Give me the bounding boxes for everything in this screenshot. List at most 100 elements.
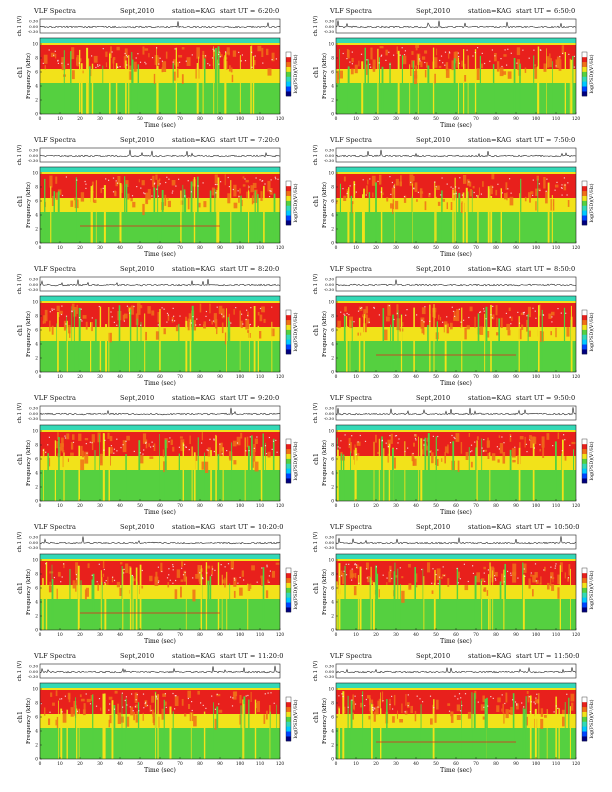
spectral-texture: [109, 447, 113, 454]
spectral-texture: [547, 582, 550, 590]
spectral-texture: [401, 703, 403, 714]
sferic-streak: [503, 569, 505, 630]
waveform-trace: [335, 536, 577, 545]
freq-tick-label: 10: [329, 688, 335, 693]
sferic-streak: [69, 569, 71, 630]
time-tick-label: 90: [513, 117, 519, 122]
time-tick-label: 100: [236, 117, 244, 122]
spectral-texture: [240, 320, 243, 328]
speckle: [491, 317, 493, 319]
colorbar-segment: [582, 711, 587, 717]
speckle: [532, 179, 534, 181]
panel-start-ut: 9:20:0: [258, 394, 280, 402]
colorbar-segment: [582, 439, 587, 445]
speckle: [461, 194, 463, 196]
speckle: [470, 444, 473, 446]
freq-tick-label: 6: [331, 71, 334, 76]
speckle: [361, 695, 363, 697]
speckle: [157, 324, 159, 326]
speckle: [382, 574, 384, 576]
freq-tick-label: 10: [33, 172, 39, 177]
speckle: [171, 192, 173, 194]
spectral-texture: [362, 314, 366, 318]
speckle: [140, 187, 142, 189]
colorbar-segment: [582, 731, 587, 737]
time-tick-label: 40: [413, 246, 419, 251]
colorbar-segment: [582, 71, 587, 77]
speckle: [223, 315, 225, 317]
speckle: [172, 61, 174, 63]
speckle: [159, 183, 161, 185]
spectral-texture: [465, 452, 469, 460]
time-tick-label: 80: [493, 762, 499, 767]
speckle: [403, 196, 406, 198]
speckle: [111, 316, 113, 318]
time-tick-label: 70: [177, 117, 183, 122]
speckle: [490, 314, 492, 316]
panel-station: station=KAG: [468, 523, 512, 531]
speckle: [389, 435, 391, 437]
sferic-streak: [57, 191, 60, 243]
spectral-texture: [261, 448, 264, 451]
spectral-texture: [508, 307, 511, 311]
speckle: [275, 178, 277, 180]
spectral-texture: [470, 461, 473, 468]
freq-tick-label: 6: [35, 71, 38, 76]
time-tick-label: 20: [373, 246, 379, 251]
spectral-texture: [548, 58, 552, 68]
spectral-texture: [551, 584, 555, 591]
colorbar-label: log(PSD)(V²/Hz): [292, 312, 299, 351]
spectral-texture: [499, 443, 504, 454]
sferic-streak: [393, 571, 396, 630]
speckle: [389, 176, 391, 178]
spectral-texture: [539, 449, 542, 452]
spectral-texture: [434, 73, 436, 84]
panel-title: VLF Spectra: [330, 523, 372, 531]
speckle: [232, 188, 234, 191]
speckle: [354, 184, 356, 186]
speckle: [171, 319, 173, 321]
speckle: [65, 323, 67, 325]
time-tick-label: 90: [513, 633, 519, 638]
panel-date: Sept,2010: [120, 394, 155, 402]
time-tick-label: 90: [513, 246, 519, 251]
speckle: [266, 566, 268, 568]
speckle: [392, 708, 394, 710]
time-tick-label: 10: [57, 117, 63, 122]
time-tick-label: 110: [256, 633, 264, 638]
spectral-texture: [231, 74, 234, 83]
time-tick-label: 90: [217, 375, 223, 380]
sferic-streak: [140, 321, 142, 372]
spectral-texture: [267, 451, 271, 458]
spectral-texture: [454, 51, 458, 61]
speckle: [449, 442, 452, 444]
sferic-streak: [193, 177, 196, 243]
speckle: [442, 321, 444, 323]
speckle: [479, 311, 482, 313]
speckle: [268, 575, 270, 577]
time-axis-label: Time (sec): [440, 509, 472, 516]
spectral-texture: [494, 572, 498, 577]
spectral-texture: [242, 176, 245, 179]
sferic-streak: [342, 454, 345, 501]
panel-title: VLF Spectra: [330, 652, 372, 660]
spectral-texture: [167, 200, 171, 208]
speckle: [442, 566, 444, 568]
speckle: [175, 695, 177, 697]
time-tick-label: 20: [373, 633, 379, 638]
sferic-streak: [99, 306, 102, 372]
sferic-streak: [196, 63, 199, 114]
spectral-texture: [55, 192, 60, 200]
speckle: [492, 697, 494, 699]
sferic-streak: [462, 192, 465, 243]
speckle: [123, 572, 125, 574]
sferic-streak: [80, 63, 83, 114]
panel-station: station=KAG: [468, 394, 512, 402]
speckle: [494, 578, 496, 580]
time-tick-label: 30: [393, 504, 399, 509]
time-tick-label: 120: [572, 762, 580, 767]
spectral-texture: [356, 564, 359, 569]
freq-tick-label: 6: [331, 716, 334, 721]
time-tick-label: 50: [137, 762, 143, 767]
